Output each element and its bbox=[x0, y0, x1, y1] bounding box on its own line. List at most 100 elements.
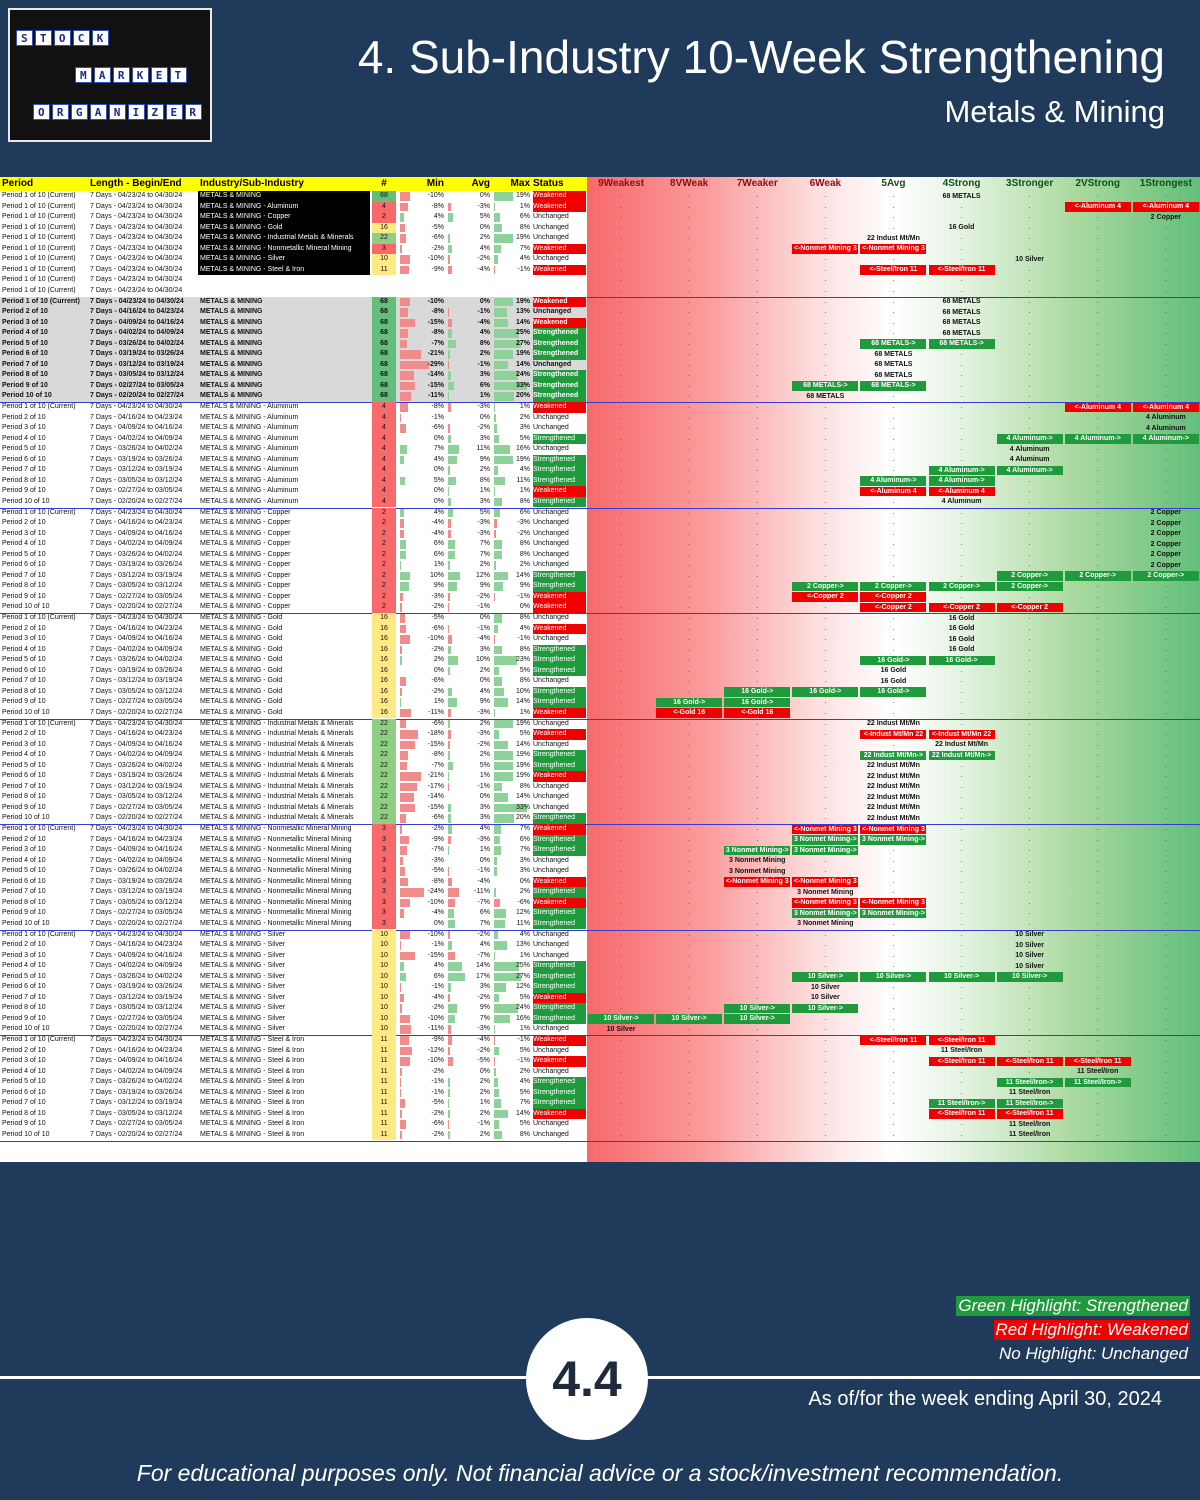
cell: METALS & MINING - Industrial Metals & Mi… bbox=[200, 793, 354, 801]
cell: 23% bbox=[515, 656, 530, 664]
strength-label: 16 Gold bbox=[880, 667, 907, 675]
data-bar bbox=[448, 814, 451, 823]
cell: 27% bbox=[515, 972, 530, 980]
empty-cell: . bbox=[1096, 381, 1099, 389]
empty-cell: . bbox=[1028, 1025, 1031, 1033]
data-bar bbox=[448, 603, 449, 612]
empty-cell: . bbox=[1096, 550, 1099, 558]
empty-cell: . bbox=[1164, 867, 1167, 875]
logo-tile bbox=[35, 30, 52, 46]
empty-cell: . bbox=[756, 403, 759, 410]
data-bar bbox=[400, 1088, 401, 1098]
empty-cell: . bbox=[960, 898, 963, 906]
empty-cell: . bbox=[1164, 614, 1167, 621]
cell: METALS & MINING - Steel & Iron bbox=[200, 1057, 305, 1065]
empty-cell: . bbox=[1096, 1088, 1099, 1096]
empty-cell: . bbox=[892, 497, 895, 505]
row-bg bbox=[0, 349, 587, 360]
cell: -2% bbox=[431, 825, 444, 832]
strength-label: 22 Indust Mt/Mn bbox=[866, 720, 920, 727]
empty-cell: . bbox=[1028, 698, 1031, 706]
cell: 16 bbox=[372, 697, 396, 708]
empty-cell: . bbox=[756, 909, 759, 917]
cell: Period 10 of 10 bbox=[2, 497, 50, 505]
empty-cell: . bbox=[1164, 666, 1167, 674]
empty-cell: . bbox=[824, 814, 827, 822]
empty-cell: . bbox=[688, 624, 691, 632]
empty-cell: . bbox=[960, 993, 963, 1001]
empty-cell: . bbox=[960, 276, 963, 284]
cell: Unchanged bbox=[533, 1067, 569, 1075]
empty-cell: . bbox=[1164, 930, 1167, 938]
empty-cell: . bbox=[1096, 297, 1099, 305]
data-bar bbox=[400, 772, 421, 781]
empty-cell: . bbox=[1096, 424, 1099, 432]
cell: METALS & MINING - Steel & Iron bbox=[200, 1036, 305, 1043]
strength-label: 16 Gold-> bbox=[860, 655, 927, 666]
data-bar bbox=[448, 308, 449, 317]
cell: 3% bbox=[519, 424, 530, 432]
cell: METALS & MINING - Nonmetallic Mineral Mi… bbox=[198, 243, 370, 255]
empty-cell: . bbox=[688, 972, 691, 980]
strength-label: 16 Gold-> bbox=[724, 697, 791, 708]
empty-cell: . bbox=[688, 455, 691, 463]
empty-cell: . bbox=[1164, 993, 1167, 1001]
cell: 14% bbox=[515, 793, 530, 801]
cell: 3 bbox=[372, 824, 396, 835]
cell: 16 bbox=[372, 676, 396, 687]
cell: -6% bbox=[431, 234, 444, 242]
cell: METALS & MINING - Aluminum bbox=[200, 434, 299, 442]
empty-cell: . bbox=[892, 1130, 895, 1138]
empty-cell: . bbox=[620, 202, 623, 210]
cell: 3 bbox=[372, 243, 396, 255]
empty-cell: . bbox=[960, 371, 963, 379]
data-bar bbox=[448, 1130, 450, 1140]
empty-cell: . bbox=[1164, 909, 1167, 917]
empty-cell: . bbox=[620, 645, 623, 653]
cell: METALS & MINING - Copper bbox=[198, 212, 370, 223]
empty-cell: . bbox=[620, 719, 623, 727]
cell: -1% bbox=[477, 308, 490, 316]
empty-cell: . bbox=[756, 1078, 759, 1086]
cell: 20% bbox=[515, 392, 530, 400]
cell: METALS & MINING - Industrial Metals & Mi… bbox=[200, 803, 354, 811]
empty-cell: . bbox=[620, 1130, 623, 1138]
data-bar bbox=[400, 1067, 402, 1077]
strength-label: <-Gold 16 bbox=[724, 708, 791, 718]
data-bar bbox=[494, 592, 495, 602]
empty-cell: . bbox=[756, 983, 759, 991]
empty-cell: . bbox=[1028, 740, 1031, 748]
empty-cell: . bbox=[688, 635, 691, 643]
cell: METALS & MINING - Gold bbox=[200, 624, 283, 632]
data-bar bbox=[494, 244, 501, 254]
cell: 7 Days - 03/26/24 to 04/02/24 bbox=[90, 656, 183, 664]
cell: METALS & MINING - Silver bbox=[200, 983, 286, 991]
cell: 2 bbox=[372, 549, 396, 561]
empty-cell: . bbox=[1096, 1004, 1099, 1012]
empty-cell: . bbox=[1028, 877, 1031, 885]
empty-cell: . bbox=[688, 614, 691, 621]
data-bar bbox=[448, 1088, 450, 1098]
cell: METALS & MINING - Gold bbox=[200, 614, 283, 621]
data-bar bbox=[448, 202, 451, 212]
empty-cell: . bbox=[824, 213, 827, 221]
cell: Strengthened bbox=[533, 1003, 586, 1014]
empty-cell: . bbox=[960, 1078, 963, 1086]
cell: 7 Days - 03/05/24 to 03/12/24 bbox=[90, 476, 183, 484]
cell: 9% bbox=[479, 1004, 490, 1012]
data-bar bbox=[494, 719, 513, 729]
cell: 7 Days - 04/16/24 to 04/23/24 bbox=[90, 308, 184, 316]
data-bar bbox=[494, 434, 499, 444]
cell: Weakened bbox=[533, 264, 586, 276]
cell: -2% bbox=[477, 993, 490, 1001]
empty-cell: . bbox=[892, 1067, 895, 1075]
data-bar bbox=[494, 202, 495, 212]
data-bar bbox=[448, 529, 451, 539]
block-separator bbox=[0, 613, 1200, 614]
empty-cell: . bbox=[1164, 1120, 1167, 1128]
empty-cell: . bbox=[1096, 698, 1099, 706]
cell: 7 Days - 03/12/24 to 03/19/24 bbox=[90, 466, 183, 474]
data-bar bbox=[494, 1088, 499, 1098]
column-header: Avg bbox=[471, 178, 490, 189]
